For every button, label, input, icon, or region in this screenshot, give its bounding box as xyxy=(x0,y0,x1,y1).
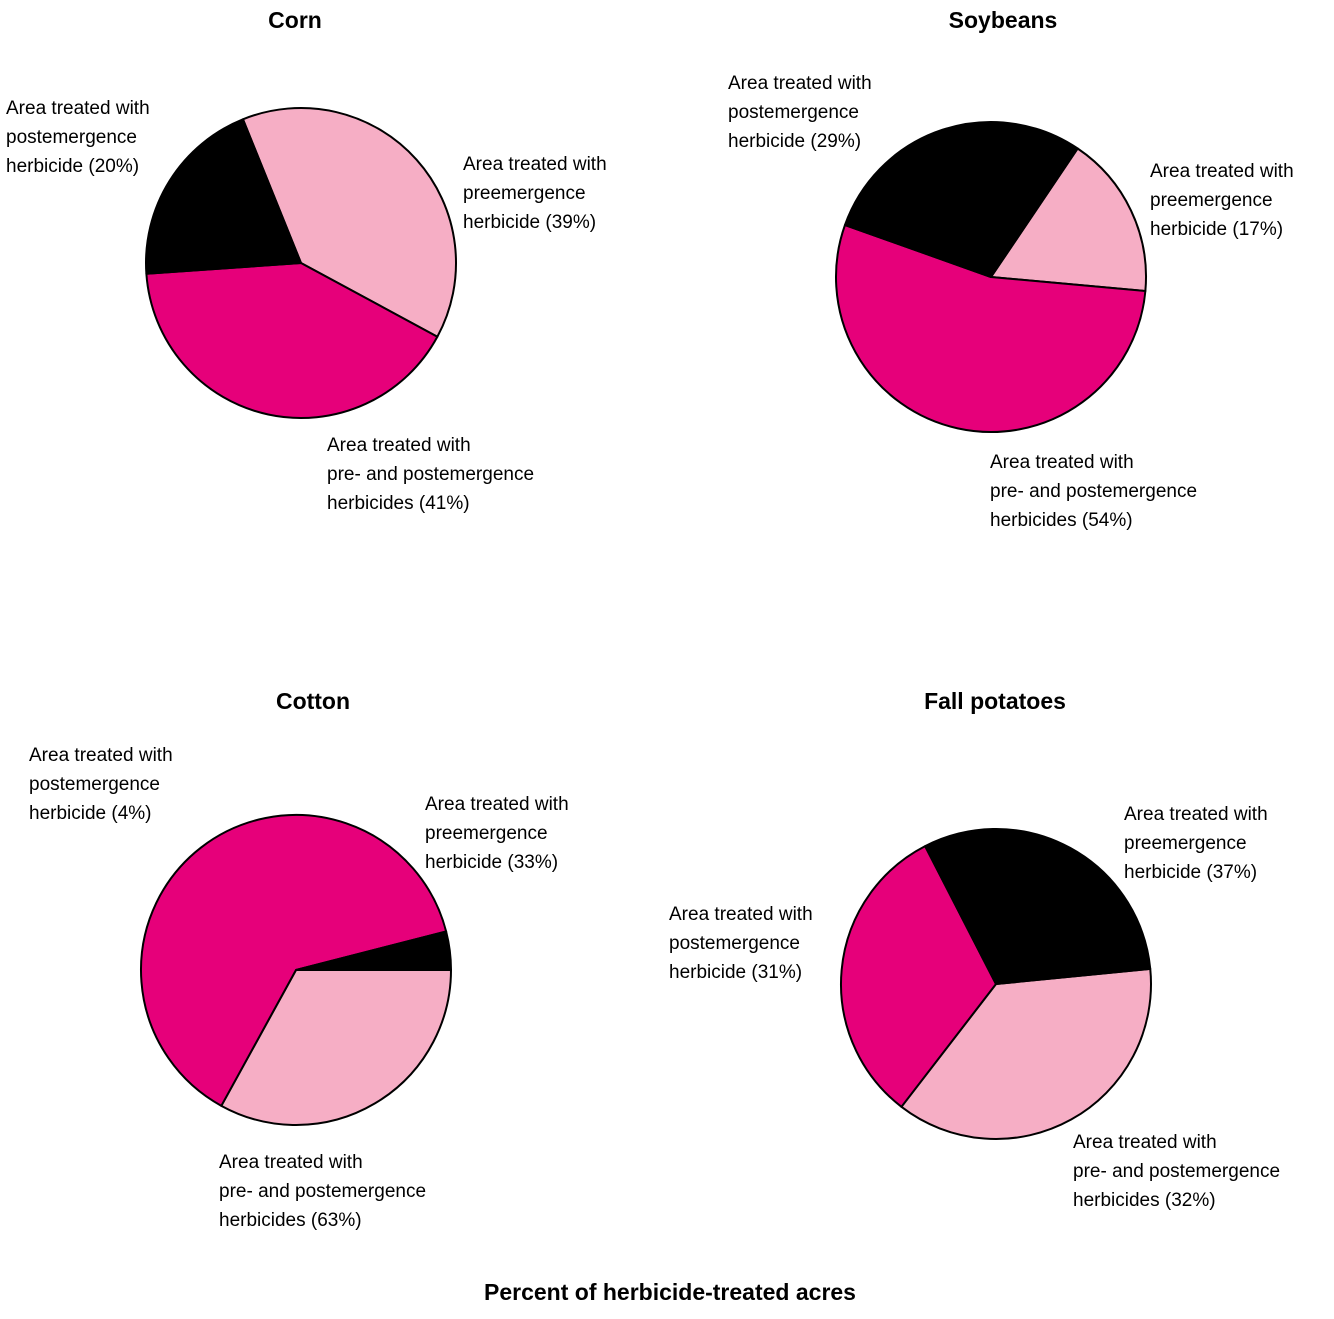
pie-slice-pre xyxy=(220,969,452,1126)
slice-label-pre: Area treated with preemergence herbicide (… xyxy=(1150,161,1294,240)
slice-label-line: Area treated with xyxy=(1073,1132,1217,1153)
slice-label-line: pre- and postemergence xyxy=(327,464,534,485)
slice-label-prepost: Area treated with pre- and postemergence h… xyxy=(990,452,1197,531)
slice-label-line: Area treated with xyxy=(6,98,150,119)
slice-label-line: preemergence xyxy=(463,183,586,204)
slice-label-prepost: Area treated with pre- and postemergence h… xyxy=(1073,1132,1280,1211)
slice-label-line: herbicides (54%) xyxy=(990,510,1133,531)
slice-label-line: herbicide (17%) xyxy=(1150,219,1283,240)
pie-slice-prepost xyxy=(840,845,997,1108)
slice-label-prepost: Area treated with pre- and postemergence h… xyxy=(327,435,534,514)
footer-caption: Percent of herbicide-treated acres xyxy=(484,1279,856,1305)
slice-label-line: Area treated with xyxy=(669,904,813,925)
slice-label-line: Area treated with xyxy=(990,452,1134,473)
slice-label-post: Area treated with postemergence herbicide … xyxy=(29,745,173,824)
pie-chart-soybeans: Soybeans Area treated with preemergence her… xyxy=(728,7,1294,531)
pie-slice-prepost xyxy=(140,814,448,1107)
pie-slice-pre xyxy=(900,967,1152,1140)
pie-slice-post xyxy=(295,930,452,971)
slice-label-line: herbicides (41%) xyxy=(327,493,470,514)
pie-chart-cotton: Cotton Area treated with preemergence herbi… xyxy=(29,688,569,1231)
slice-label-line: Area treated with xyxy=(219,1152,363,1173)
slice-label-line: Area treated with xyxy=(425,794,569,815)
pie-slice-pre xyxy=(241,107,457,338)
slice-label-line: postemergence xyxy=(6,127,137,148)
slice-label-line: postemergence xyxy=(728,102,859,123)
slice-label-line: postemergence xyxy=(29,774,160,795)
slice-label-pre: Area treated with preemergence herbicide (… xyxy=(1124,804,1268,883)
pie-slice-pre xyxy=(990,147,1147,293)
pie-chart-corn: Corn Area treated with preemergence herbici… xyxy=(6,7,607,514)
slice-label-line: herbicide (39%) xyxy=(463,212,596,233)
slice-label-line: preemergence xyxy=(1124,833,1247,854)
pie-slice-post xyxy=(924,828,1152,985)
pie-title: Cotton xyxy=(276,688,350,714)
slice-label-line: pre- and postemergence xyxy=(1073,1161,1280,1182)
slice-label-line: Area treated with xyxy=(1150,161,1294,182)
pie-title: Corn xyxy=(268,7,322,33)
slice-label-line: herbicide (4%) xyxy=(29,803,152,824)
pie-title: Fall potatoes xyxy=(924,688,1066,714)
slice-label-prepost: Area treated with pre- and postemergence h… xyxy=(219,1152,426,1231)
slice-label-line: Area treated with xyxy=(728,73,872,94)
slice-label-line: herbicide (37%) xyxy=(1124,862,1257,883)
pie-chart-fall-potatoes: Fall potatoes Area treated with preemergen… xyxy=(669,688,1280,1211)
slice-label-line: postemergence xyxy=(669,933,800,954)
slice-label-line: Area treated with xyxy=(29,745,173,766)
slice-label-line: herbicide (29%) xyxy=(728,131,861,152)
pie-title: Soybeans xyxy=(949,7,1058,33)
slice-label-line: Area treated with xyxy=(1124,804,1268,825)
slice-label-post: Area treated with postemergence herbicide … xyxy=(728,73,872,152)
slice-label-line: pre- and postemergence xyxy=(990,481,1197,502)
pie-slice-post xyxy=(145,118,302,275)
slice-label-line: herbicide (33%) xyxy=(425,852,558,873)
slice-label-line: herbicides (63%) xyxy=(219,1210,362,1231)
pie-slice-prepost xyxy=(145,262,439,419)
slice-label-line: pre- and postemergence xyxy=(219,1181,426,1202)
slice-label-pre: Area treated with preemergence herbicide (… xyxy=(425,794,569,873)
slice-label-post: Area treated with postemergence herbicide … xyxy=(6,98,150,177)
pie-slice-prepost xyxy=(835,224,1147,433)
slice-label-line: herbicide (31%) xyxy=(669,962,802,983)
slice-label-line: herbicide (20%) xyxy=(6,156,139,177)
pie-slice-post xyxy=(843,121,1079,278)
slice-label-line: Area treated with xyxy=(327,435,471,456)
slice-label-post: Area treated with postemergence herbicide … xyxy=(669,904,813,983)
slice-label-line: Area treated with xyxy=(463,154,607,175)
slice-label-pre: Area treated with preemergence herbicide (… xyxy=(463,154,607,233)
slice-label-line: herbicides (32%) xyxy=(1073,1190,1216,1211)
slice-label-line: preemergence xyxy=(1150,190,1273,211)
slice-label-line: preemergence xyxy=(425,823,548,844)
